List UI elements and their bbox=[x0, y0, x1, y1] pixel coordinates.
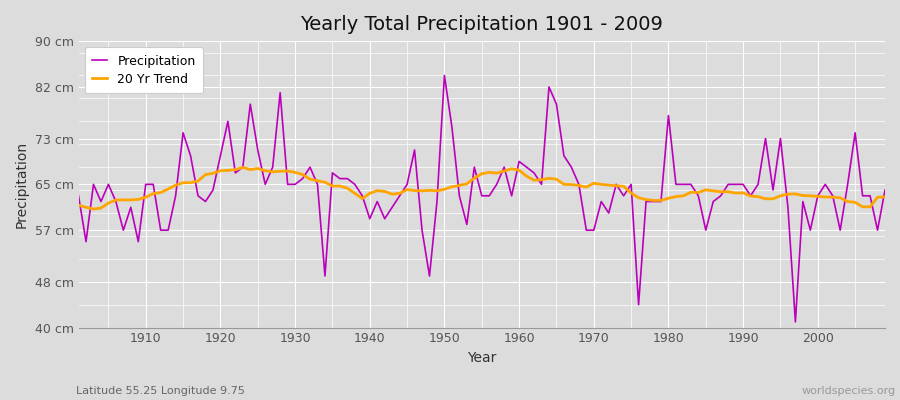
20 Yr Trend bbox=[73, 203, 84, 208]
20 Yr Trend bbox=[357, 196, 368, 201]
Y-axis label: Precipitation: Precipitation bbox=[15, 141, 29, 228]
Precipitation bbox=[133, 239, 144, 244]
20 Yr Trend bbox=[879, 194, 890, 199]
20 Yr Trend bbox=[140, 195, 151, 200]
Precipitation bbox=[790, 320, 801, 324]
20 Yr Trend bbox=[528, 178, 539, 183]
Precipitation bbox=[73, 194, 84, 198]
Title: Yearly Total Precipitation 1901 - 2009: Yearly Total Precipitation 1901 - 2009 bbox=[301, 15, 663, 34]
Precipitation bbox=[514, 159, 525, 164]
X-axis label: Year: Year bbox=[467, 351, 497, 365]
Text: worldspecies.org: worldspecies.org bbox=[801, 386, 896, 396]
Precipitation bbox=[879, 188, 890, 192]
20 Yr Trend bbox=[521, 174, 532, 178]
20 Yr Trend bbox=[312, 178, 323, 183]
Legend: Precipitation, 20 Yr Trend: Precipitation, 20 Yr Trend bbox=[85, 47, 203, 93]
20 Yr Trend bbox=[238, 165, 248, 170]
Precipitation bbox=[297, 176, 308, 181]
Text: Latitude 55.25 Longitude 9.75: Latitude 55.25 Longitude 9.75 bbox=[76, 386, 246, 396]
Line: 20 Yr Trend: 20 Yr Trend bbox=[78, 168, 885, 209]
Precipitation bbox=[521, 165, 532, 170]
Precipitation bbox=[439, 73, 450, 78]
Line: Precipitation: Precipitation bbox=[78, 76, 885, 322]
20 Yr Trend bbox=[618, 184, 629, 189]
Precipitation bbox=[342, 176, 353, 181]
20 Yr Trend bbox=[88, 207, 99, 212]
Precipitation bbox=[611, 182, 622, 187]
